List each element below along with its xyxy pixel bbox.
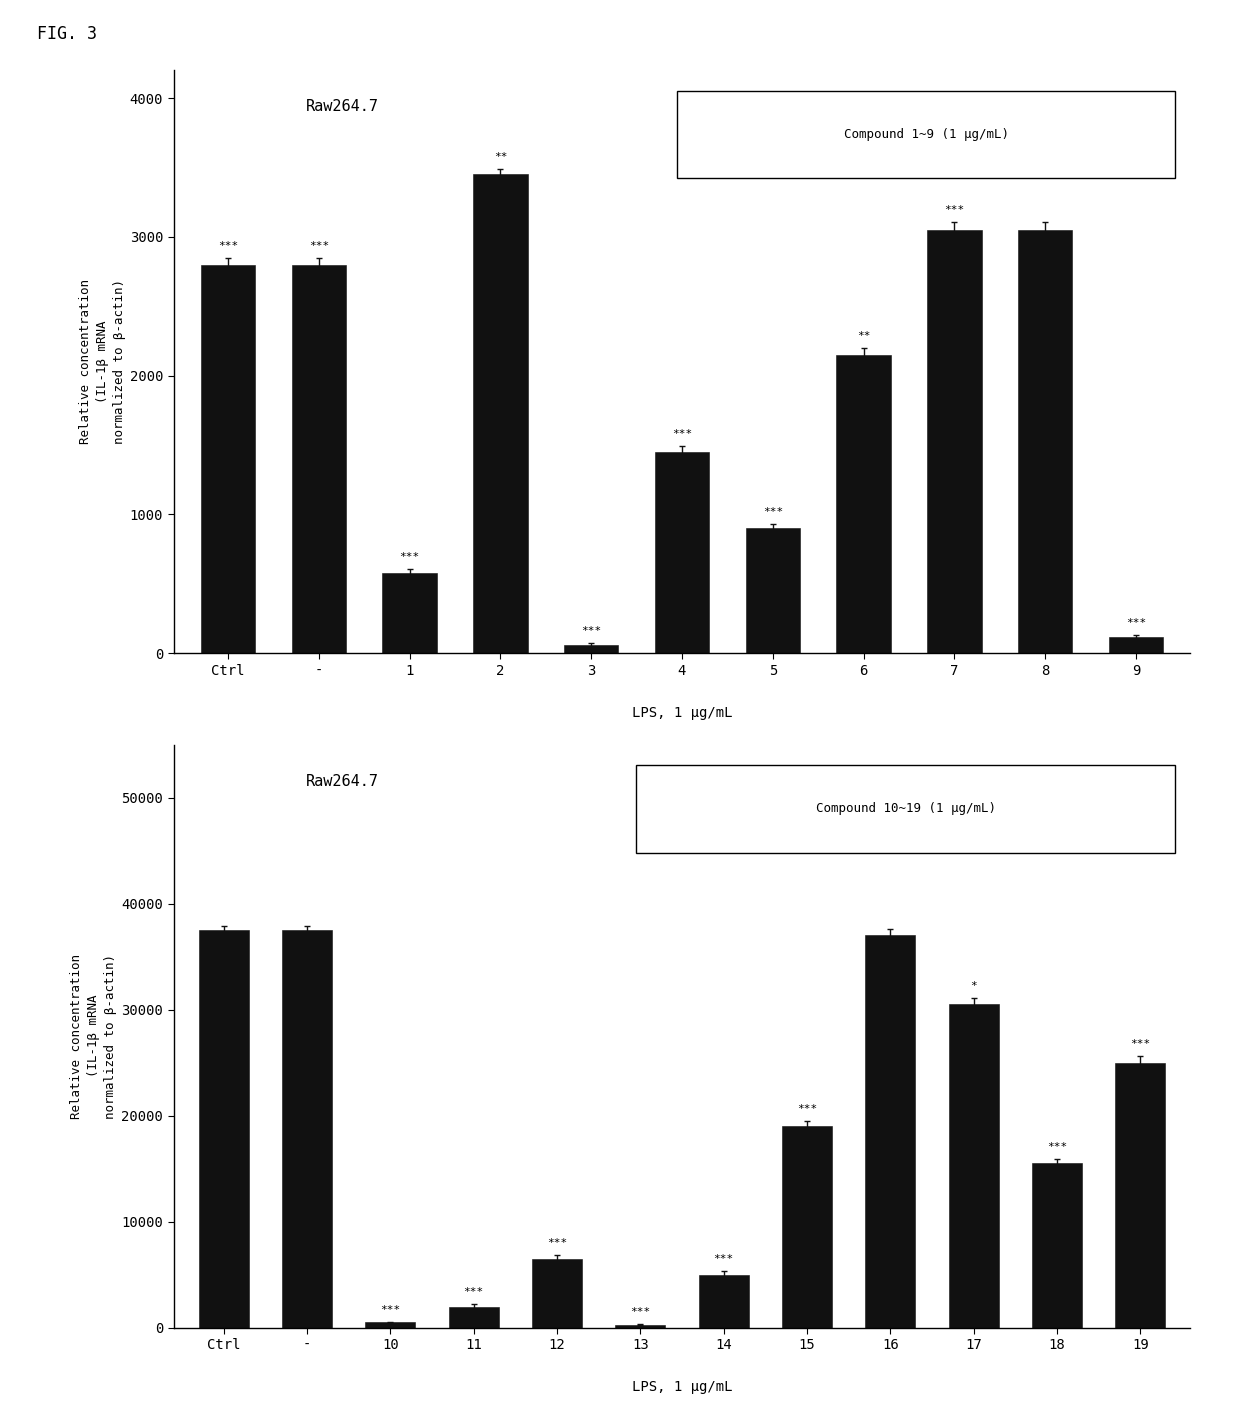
Text: ***: *** — [381, 1305, 401, 1315]
Text: ***: *** — [763, 507, 782, 517]
Bar — [745, 528, 800, 653]
Bar — [291, 264, 346, 653]
Bar — [836, 355, 890, 653]
Bar — [198, 930, 248, 1328]
Text: **: ** — [857, 332, 870, 341]
Bar — [949, 1005, 998, 1328]
Bar — [698, 1274, 749, 1328]
Bar — [474, 174, 528, 653]
Text: ***: *** — [309, 240, 329, 250]
Bar — [782, 1127, 832, 1328]
Text: Raw264.7: Raw264.7 — [306, 774, 378, 788]
Bar — [928, 230, 982, 653]
Text: ***: *** — [547, 1238, 567, 1248]
Bar — [382, 573, 436, 653]
Text: ***: *** — [464, 1287, 484, 1297]
Text: ***: *** — [797, 1104, 817, 1114]
Text: ***: *** — [399, 552, 420, 562]
Bar — [1018, 230, 1073, 653]
Text: FIG. 3: FIG. 3 — [37, 25, 97, 44]
Bar — [1116, 1062, 1166, 1328]
Text: Raw264.7: Raw264.7 — [306, 100, 378, 114]
Text: ***: *** — [630, 1307, 651, 1316]
Bar — [1109, 636, 1163, 653]
Text: ***: *** — [713, 1255, 734, 1264]
Bar — [281, 930, 332, 1328]
FancyBboxPatch shape — [677, 91, 1176, 178]
X-axis label: LPS, 1 μg/mL: LPS, 1 μg/mL — [631, 1380, 733, 1394]
Y-axis label: Relative concentration
(IL-1β mRNA
normalized to β-actin): Relative concentration (IL-1β mRNA norma… — [71, 954, 117, 1118]
Bar — [366, 1322, 415, 1328]
Text: ***: *** — [944, 205, 965, 215]
Text: **: ** — [494, 152, 507, 162]
Bar — [615, 1325, 666, 1328]
Text: ***: *** — [582, 625, 601, 636]
X-axis label: LPS, 1 μg/mL: LPS, 1 μg/mL — [631, 705, 733, 719]
Y-axis label: Relative concentration
(IL-1β mRNA
normalized to β-actin): Relative concentration (IL-1β mRNA norma… — [78, 280, 125, 444]
Text: ***: *** — [1131, 1040, 1151, 1050]
Bar — [449, 1307, 498, 1328]
Bar — [201, 264, 255, 653]
Text: ***: *** — [1126, 618, 1146, 628]
Bar — [655, 452, 709, 653]
Text: Compound 1~9 (1 μg/mL): Compound 1~9 (1 μg/mL) — [843, 128, 1008, 140]
Bar — [532, 1259, 582, 1328]
Bar — [866, 936, 915, 1328]
Text: ***: *** — [218, 240, 238, 250]
Bar — [1032, 1163, 1083, 1328]
FancyBboxPatch shape — [636, 766, 1176, 853]
Text: Compound 10~19 (1 μg/mL): Compound 10~19 (1 μg/mL) — [816, 802, 996, 815]
Text: *: * — [971, 981, 977, 991]
Text: ***: *** — [1047, 1142, 1068, 1152]
Text: ***: *** — [672, 430, 692, 440]
Bar — [564, 645, 619, 653]
